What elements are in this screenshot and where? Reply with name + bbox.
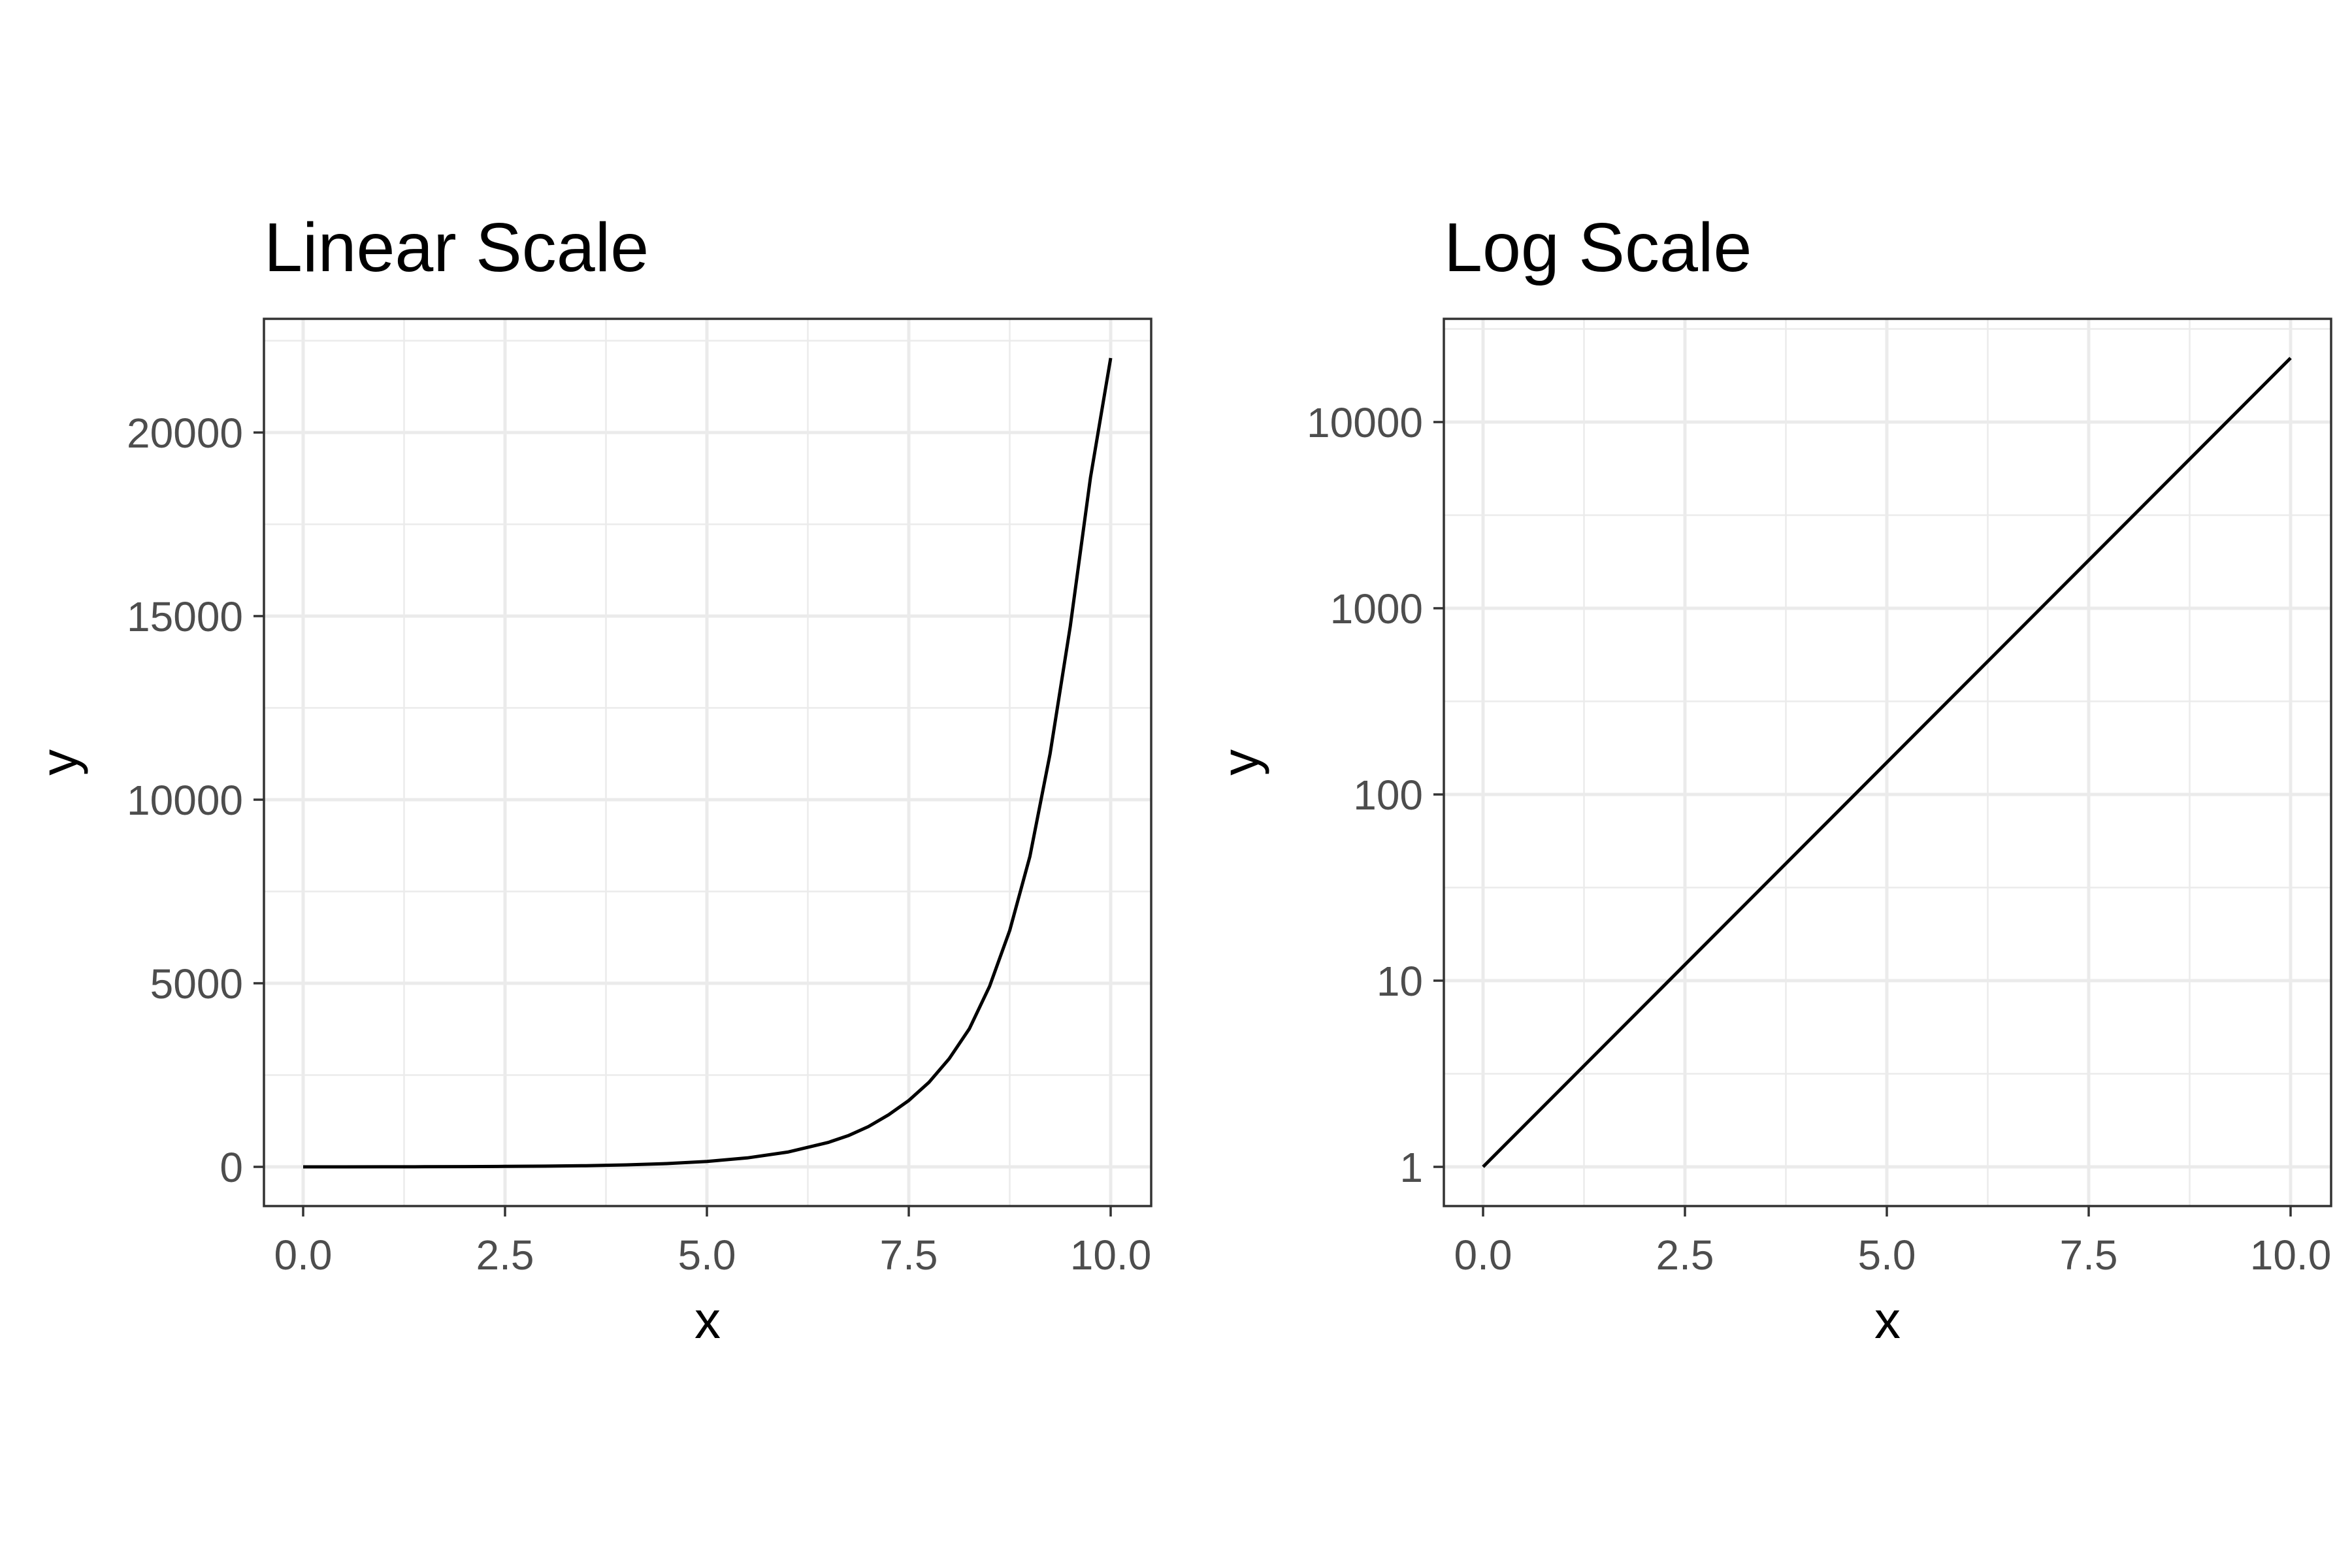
exp-curve-line: [302, 357, 1113, 1169]
x-tick-label: 2.5: [476, 1232, 534, 1279]
x-axis-ticks: 0.0 2.5 5.0 7.5 10.0: [1454, 1206, 2332, 1279]
y-tick-label: 5000: [150, 960, 243, 1007]
y-axis-ticks: 1 10 100 1000 10000: [1307, 399, 1444, 1191]
grid: [1444, 319, 2331, 1206]
x-tick-label: 0.0: [274, 1232, 333, 1279]
grid: [264, 319, 1151, 1206]
x-tick-label: 5.0: [1858, 1232, 1916, 1279]
y-tick-label: 1: [1399, 1144, 1423, 1191]
y-tick-label: 10: [1377, 958, 1423, 1005]
y-tick-label: 100: [1353, 772, 1423, 819]
panel-title: Log Scale: [1444, 209, 1752, 286]
y-tick-label: 10000: [127, 777, 243, 824]
y-axis-title: y: [1211, 749, 1269, 776]
y-tick-label: 1000: [1330, 585, 1423, 632]
x-tick-label: 5.0: [678, 1232, 736, 1279]
y-tick-label: 15000: [127, 593, 243, 640]
x-tick-label: 10.0: [1070, 1232, 1152, 1279]
x-tick-label: 0.0: [1454, 1232, 1512, 1279]
x-tick-label: 10.0: [2250, 1232, 2332, 1279]
y-tick-label: 20000: [127, 410, 243, 457]
x-axis-ticks: 0.0 2.5 5.0 7.5 10.0: [274, 1206, 1152, 1279]
y-tick-label: 0: [220, 1144, 243, 1191]
panel-linear: Linear Scale: [30, 209, 1152, 1349]
y-axis-ticks: 0 5000 10000 15000 20000: [127, 410, 264, 1191]
panel-log: Log Scale: [1211, 209, 2332, 1349]
x-tick-label: 7.5: [2060, 1232, 2118, 1279]
y-axis-title: y: [30, 749, 88, 776]
x-axis-title: x: [694, 1291, 721, 1349]
x-tick-label: 7.5: [880, 1232, 938, 1279]
y-tick-label: 10000: [1307, 399, 1423, 446]
exp-line-log: [1482, 357, 2292, 1168]
panel-title: Linear Scale: [264, 209, 649, 286]
x-tick-label: 2.5: [1656, 1232, 1714, 1279]
x-axis-title: x: [1874, 1291, 1901, 1349]
